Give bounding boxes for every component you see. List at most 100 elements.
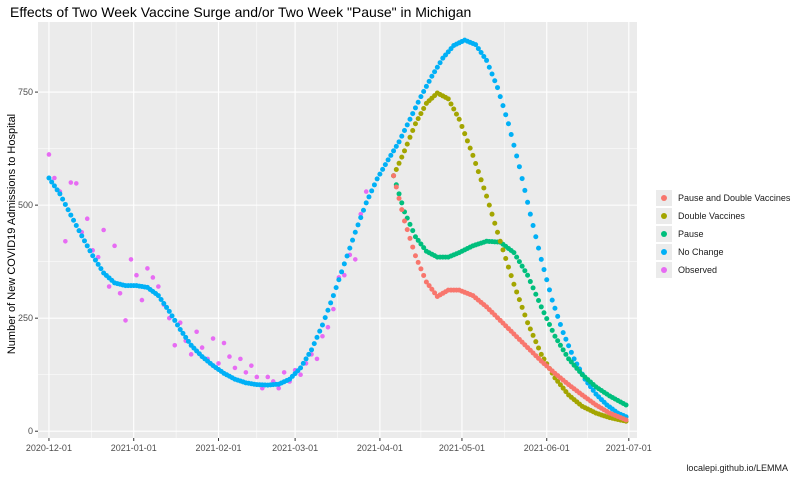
y-tick-label: 250 <box>18 313 33 323</box>
data-point <box>371 182 377 188</box>
data-point <box>407 235 413 241</box>
data-point <box>519 176 525 182</box>
data-point <box>328 300 334 306</box>
data-point <box>92 257 98 263</box>
data-point <box>150 275 156 280</box>
data-point <box>423 279 429 285</box>
legend-swatch <box>661 195 667 201</box>
data-point <box>396 195 402 201</box>
legend-swatch <box>661 267 667 273</box>
legend-item: Pause <box>656 225 790 243</box>
data-point <box>500 103 506 109</box>
data-point <box>314 356 320 362</box>
data-point <box>555 313 561 319</box>
data-point <box>563 336 569 342</box>
data-point <box>481 185 487 191</box>
data-point <box>60 196 66 202</box>
data-point <box>407 134 413 140</box>
legend-key <box>656 244 672 260</box>
data-point <box>63 239 68 244</box>
data-point <box>475 169 481 175</box>
data-point <box>522 268 528 274</box>
data-point <box>412 105 418 111</box>
series-4 <box>391 173 629 423</box>
data-point <box>478 50 484 56</box>
data-point <box>73 181 79 186</box>
series-1 <box>46 37 629 420</box>
data-point <box>134 272 139 278</box>
data-point <box>437 60 443 66</box>
legend-item: No Change <box>656 243 790 261</box>
data-point <box>331 306 336 312</box>
data-point <box>117 291 123 296</box>
data-point <box>352 257 358 262</box>
data-point <box>358 215 364 221</box>
data-point <box>49 179 55 185</box>
data-point <box>489 211 495 217</box>
data-point <box>254 374 260 380</box>
data-point <box>363 200 369 206</box>
legend-swatch <box>661 231 667 237</box>
data-point <box>410 111 416 117</box>
data-point <box>382 162 388 168</box>
data-point <box>380 166 386 172</box>
x-tick-label: 2021-03-01 <box>272 443 318 453</box>
data-point <box>412 121 418 127</box>
data-point <box>276 385 281 391</box>
data-point <box>412 234 418 240</box>
data-point <box>415 259 421 265</box>
data-point <box>538 256 544 262</box>
data-point <box>311 341 317 347</box>
data-point <box>123 318 128 323</box>
legend-item: Double Vaccines <box>656 207 790 225</box>
legend-label: Pause and Double Vaccines <box>678 193 791 203</box>
data-point <box>363 189 369 194</box>
axes: 0 250 500 750 2020-12-01 2021-01-01 2021-02-01… <box>18 87 652 453</box>
data-point <box>623 402 629 408</box>
data-point <box>497 94 503 100</box>
data-point <box>336 277 342 283</box>
data-point <box>355 222 361 228</box>
data-point <box>538 304 544 310</box>
x-tick-label: 2021-05-01 <box>439 443 485 453</box>
data-points <box>46 37 629 424</box>
data-point <box>325 307 331 313</box>
data-point <box>467 145 473 151</box>
data-point <box>358 211 364 217</box>
data-point <box>527 279 533 285</box>
data-point <box>453 111 459 117</box>
data-point <box>404 122 410 128</box>
data-point <box>377 171 383 177</box>
data-point <box>177 326 183 332</box>
data-point <box>415 237 421 243</box>
data-point <box>421 245 427 251</box>
data-point <box>68 180 74 185</box>
data-point <box>541 310 547 316</box>
data-point <box>544 277 550 283</box>
data-point <box>320 333 325 339</box>
data-point <box>623 417 629 423</box>
data-point <box>172 343 178 348</box>
data-point <box>238 356 243 362</box>
data-point <box>557 342 563 348</box>
data-point <box>396 160 402 166</box>
chart-title: Effects of Two Week Vaccine Surge and/or… <box>10 4 472 20</box>
data-point <box>306 351 312 357</box>
data-point <box>590 387 596 393</box>
legend-key <box>656 262 672 278</box>
data-point <box>560 347 566 353</box>
data-point <box>341 261 347 267</box>
data-point <box>418 241 424 247</box>
data-point <box>448 101 454 107</box>
legend-item: Pause and Double Vaccines <box>656 189 790 207</box>
data-point <box>511 250 517 256</box>
data-point <box>81 238 87 244</box>
data-point <box>519 263 525 269</box>
data-point <box>429 286 435 292</box>
data-point <box>432 290 438 296</box>
data-point <box>325 324 331 330</box>
legend-label: Observed <box>678 265 718 275</box>
data-point <box>265 374 271 380</box>
data-point <box>393 143 399 149</box>
data-point <box>396 139 402 145</box>
